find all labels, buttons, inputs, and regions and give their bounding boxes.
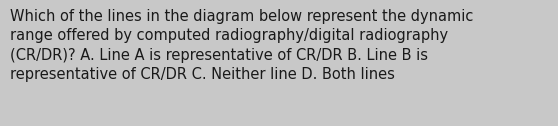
Text: Which of the lines in the diagram below represent the dynamic
range offered by c: Which of the lines in the diagram below …	[10, 9, 473, 83]
